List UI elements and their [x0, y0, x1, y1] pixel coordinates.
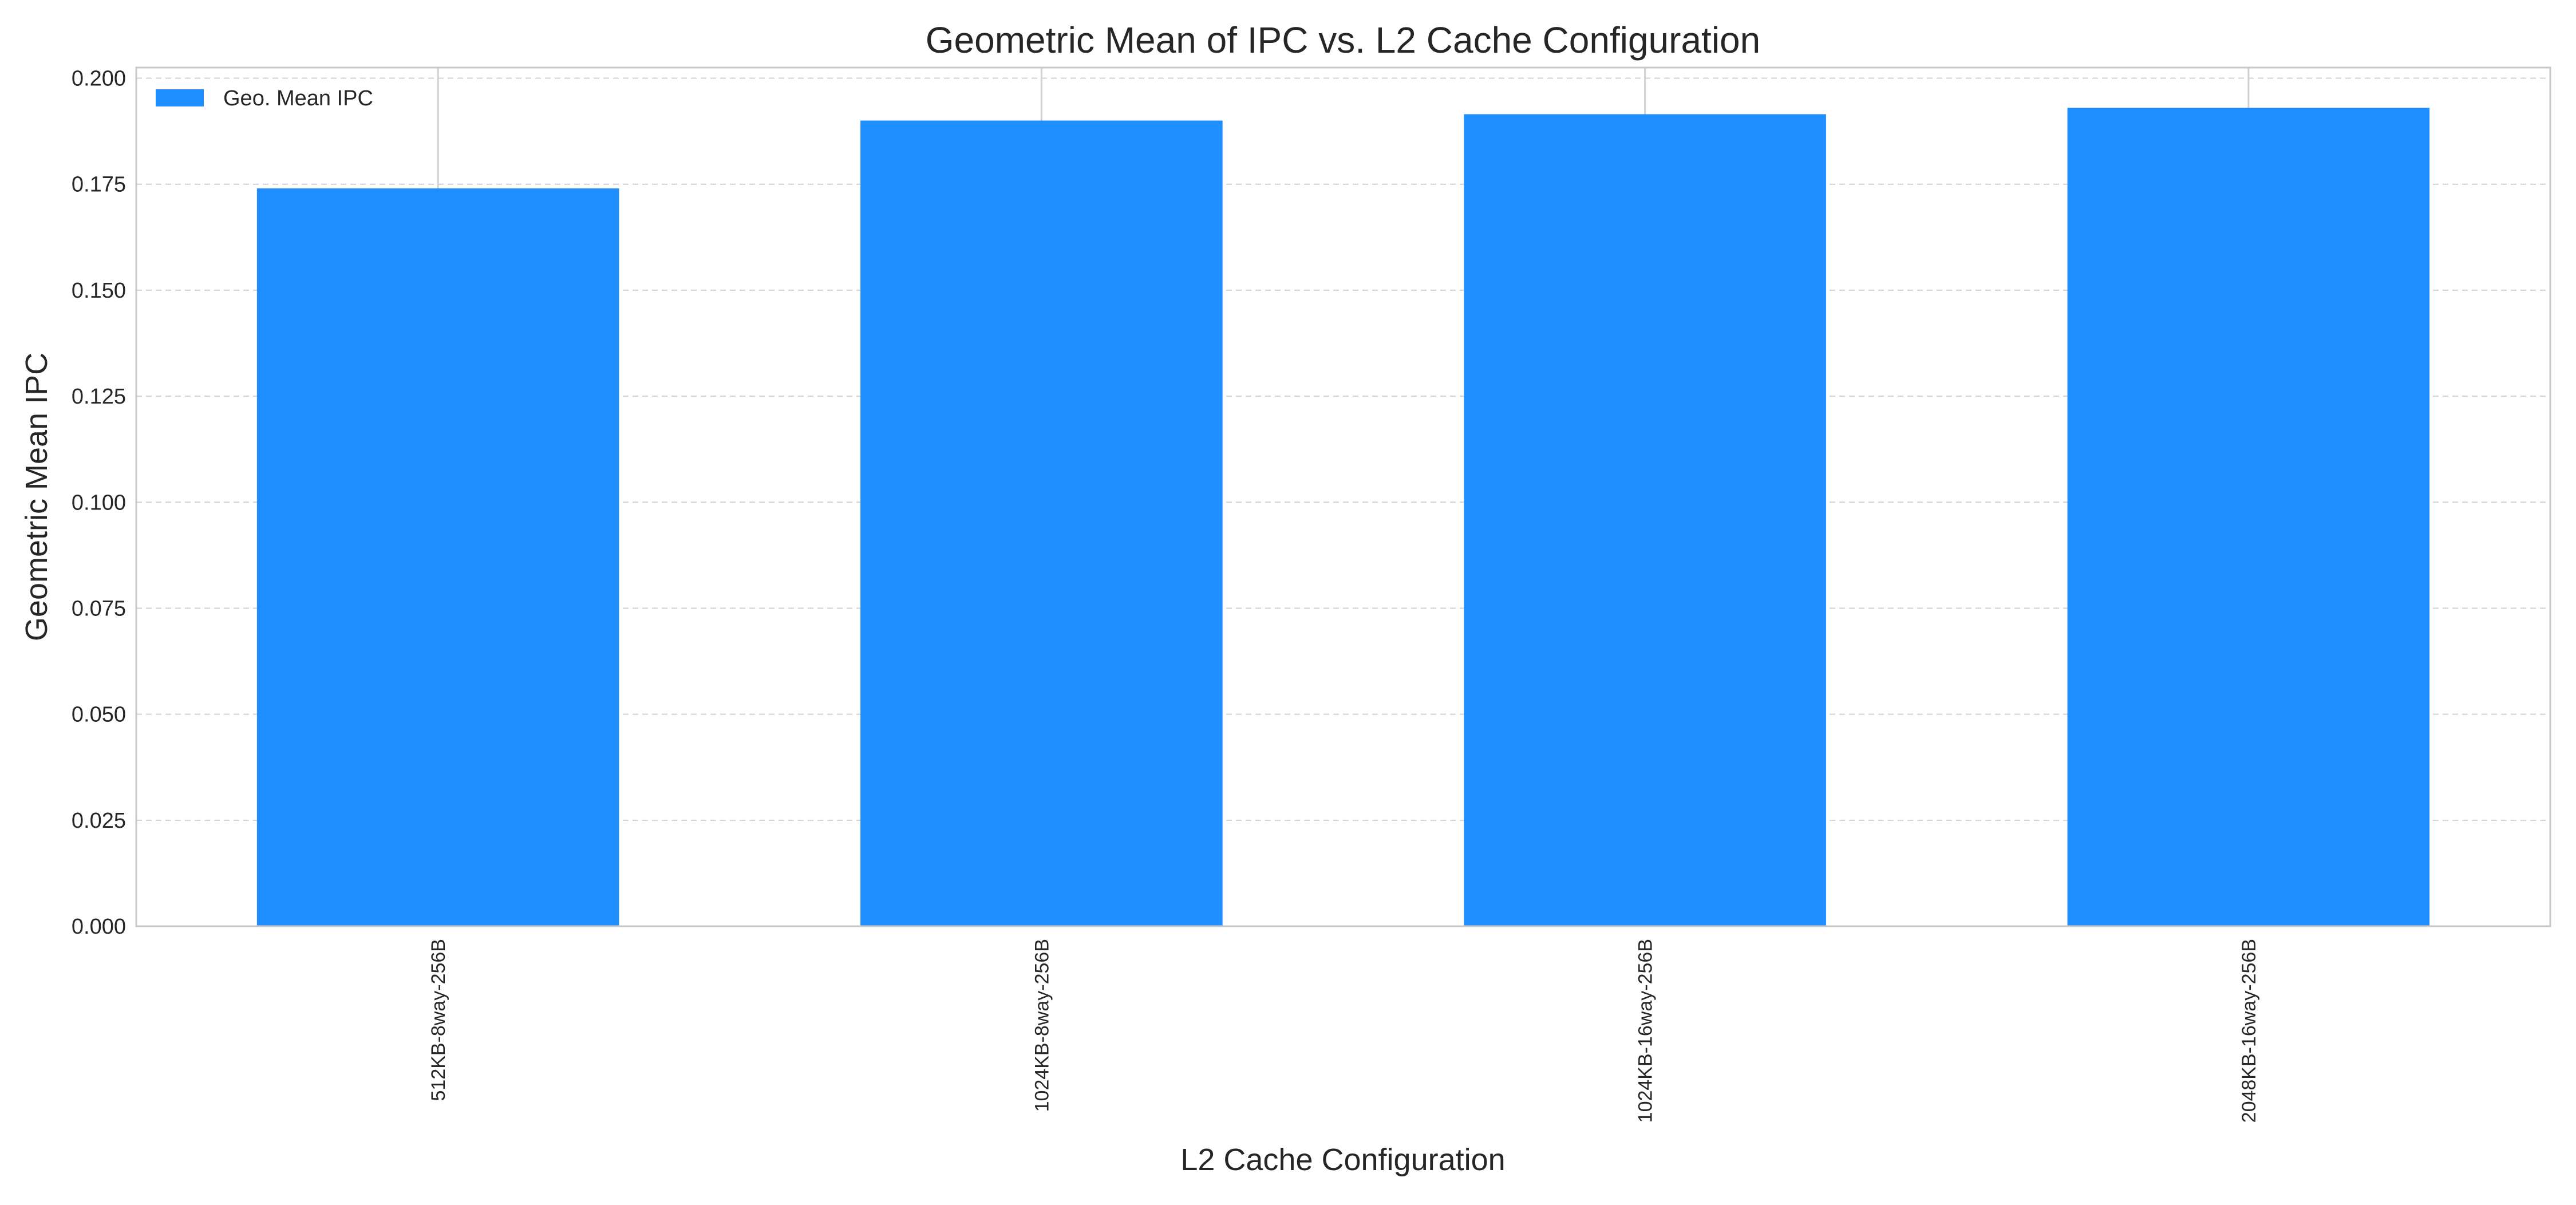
chart-title: Geometric Mean of IPC vs. L2 Cache Confi…	[926, 19, 1760, 61]
bar	[2067, 108, 2430, 927]
y-tick-label: 0.175	[72, 173, 126, 197]
bar	[256, 188, 619, 927]
y-tick-label: 0.100	[72, 491, 126, 515]
y-axis-label: Geometric Mean IPC	[19, 353, 54, 641]
bars	[256, 108, 2430, 927]
y-tick-label: 0.125	[72, 385, 126, 409]
x-axis-label: L2 Cache Configuration	[1180, 1143, 1505, 1177]
y-tick-label: 0.075	[72, 596, 126, 621]
y-tick-label: 0.150	[72, 279, 126, 303]
bar	[1464, 114, 1826, 927]
plot-frame	[135, 66, 2551, 927]
x-tick-label: 1024KB-16way-256B	[1635, 939, 1657, 1123]
y-tick-label: 0.000	[72, 915, 126, 939]
x-tick-label: 2048KB-16way-256B	[2238, 939, 2260, 1123]
x-tick-label: 1024KB-8way-256B	[1031, 939, 1053, 1112]
x-tick-labels: 512KB-8way-256B 1024KB-8way-256B 1024KB-16…	[428, 939, 2260, 1123]
x-tick-label: 512KB-8way-256B	[428, 939, 449, 1101]
legend-label: Geo. Mean IPC	[223, 86, 373, 110]
legend-swatch	[156, 89, 204, 106]
y-tick-label: 0.200	[72, 67, 126, 91]
y-tick-label: 0.025	[72, 809, 126, 833]
bar	[860, 120, 1223, 927]
y-tick-labels: 0.000 0.025 0.050 0.075 0.100 0.125 0.150 0.175…	[72, 67, 126, 939]
legend: Geo. Mean IPC	[156, 86, 373, 110]
y-tick-label: 0.050	[72, 703, 126, 727]
